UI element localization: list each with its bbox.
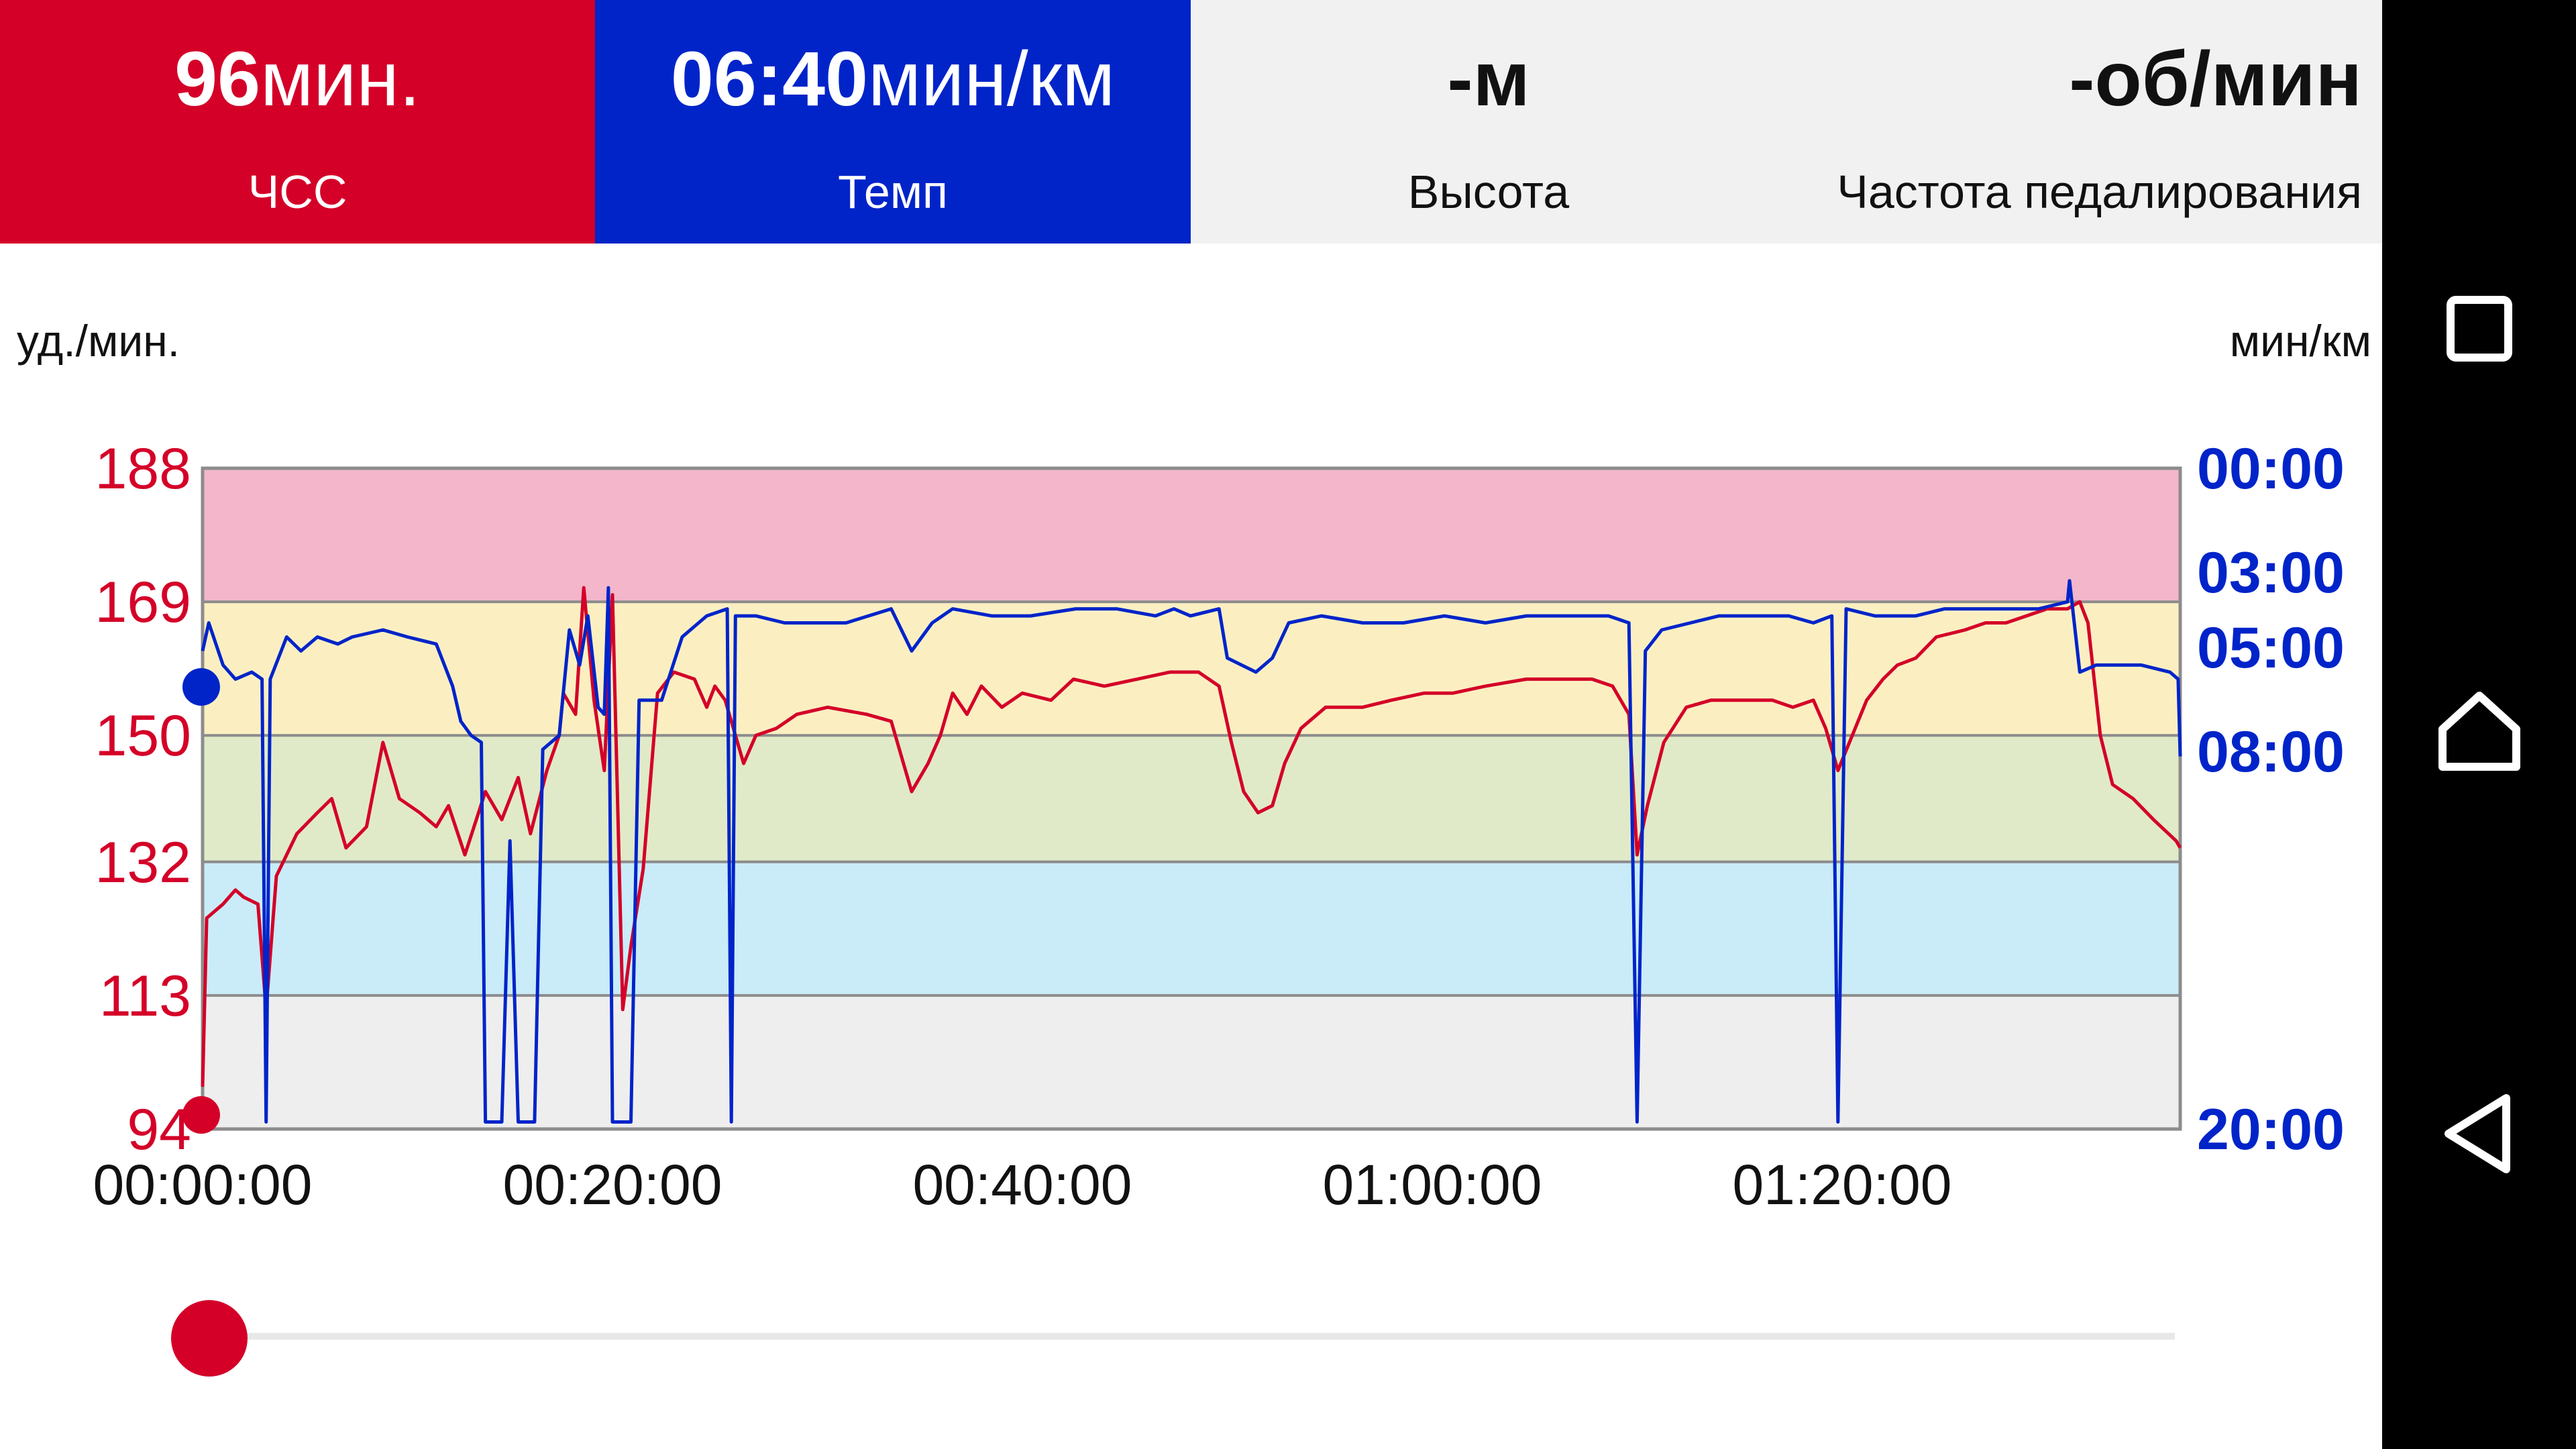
android-nav-bar — [2382, 0, 2576, 1449]
left-tick-94: 94 — [127, 1097, 191, 1162]
pace-label: Темп — [838, 166, 948, 218]
x-tick-4: 01:20:00 — [1732, 1153, 1951, 1216]
recent-apps-button[interactable] — [2432, 282, 2526, 376]
right-axis-unit: мин/км — [2229, 316, 2371, 366]
altitude-tile[interactable]: -м Высота — [1191, 0, 1786, 244]
left-tick-113: 113 — [99, 964, 191, 1028]
timeline-slider-track[interactable] — [209, 1333, 2175, 1340]
cadence-tile[interactable]: -об/мин Частота педалирования — [1786, 0, 2382, 244]
hr-pace-chart[interactable]: 188 169 150 132 113 94 00:00 03:00 05:00 08:00 20… — [0, 416, 2382, 1221]
home-icon — [2438, 692, 2520, 771]
hr-zone-2 — [203, 735, 2180, 862]
square-icon — [2447, 296, 2512, 362]
x-tick-1: 00:20:00 — [502, 1153, 722, 1216]
left-axis-unit: уд./мин. — [17, 316, 180, 366]
right-tick-1: 03:00 — [2197, 541, 2345, 605]
home-button[interactable] — [2432, 684, 2526, 778]
heart-rate-label: ЧСС — [248, 166, 347, 218]
pace-tile[interactable]: 06:40мин/км Темп — [595, 0, 1191, 244]
altitude-label: Высота — [1407, 166, 1570, 218]
grey-tiles: -м Высота -об/мин Частота педалирования — [1191, 0, 2382, 244]
timeline-slider-thumb[interactable] — [171, 1300, 248, 1377]
hr-zones — [203, 468, 2180, 1129]
heart-rate-line — [201, 586, 2182, 1087]
right-tick-3: 08:00 — [2197, 720, 2345, 784]
back-icon — [2445, 1094, 2510, 1173]
x-tick-3: 01:00:00 — [1322, 1153, 1542, 1216]
hr-start-marker — [182, 1096, 220, 1134]
right-tick-4: 20:00 — [2197, 1097, 2345, 1162]
cadence-value: -об/мин — [2069, 36, 2362, 122]
x-tick-2: 00:40:00 — [912, 1153, 1132, 1216]
left-axis-ticks: 188 169 150 132 113 94 — [95, 437, 192, 1162]
back-button[interactable] — [2432, 1087, 2526, 1181]
heart-rate-value: 96мин. — [174, 36, 421, 122]
right-tick-2: 05:00 — [2197, 616, 2345, 680]
plot-frame — [201, 466, 2182, 1131]
left-tick-150: 150 — [95, 704, 192, 768]
hr-zone-3 — [203, 861, 2180, 996]
pace-line — [201, 579, 2182, 1124]
pace-value: 06:40мин/км — [670, 36, 1116, 122]
altitude-value: -м — [1447, 36, 1530, 122]
left-tick-132: 132 — [95, 830, 192, 895]
chart-series — [201, 579, 2182, 1124]
left-tick-169: 169 — [95, 570, 192, 635]
x-axis-ticks: 00:00:00 00:20:00 00:40:00 01:00:00 01:20:00 — [93, 1153, 1952, 1216]
heart-rate-tile[interactable]: 96мин. ЧСС — [0, 0, 595, 244]
pace-start-marker — [182, 668, 220, 706]
hr-zone-0 — [203, 468, 2180, 602]
metrics-bar: 96мин. ЧСС 06:40мин/км Темп -м Высота -о… — [0, 0, 2382, 244]
right-tick-0: 00:00 — [2197, 437, 2345, 501]
hr-zone-1 — [203, 602, 2180, 736]
cadence-label: Частота педалирования — [1837, 166, 2362, 218]
hr-zone-4 — [203, 995, 2180, 1129]
chart-gridlines — [201, 466, 2182, 1131]
right-axis-ticks: 00:00 03:00 05:00 08:00 20:00 — [2197, 437, 2345, 1162]
x-tick-0: 00:00:00 — [93, 1153, 313, 1216]
left-tick-188: 188 — [95, 437, 192, 501]
chart-markers — [182, 668, 220, 1134]
